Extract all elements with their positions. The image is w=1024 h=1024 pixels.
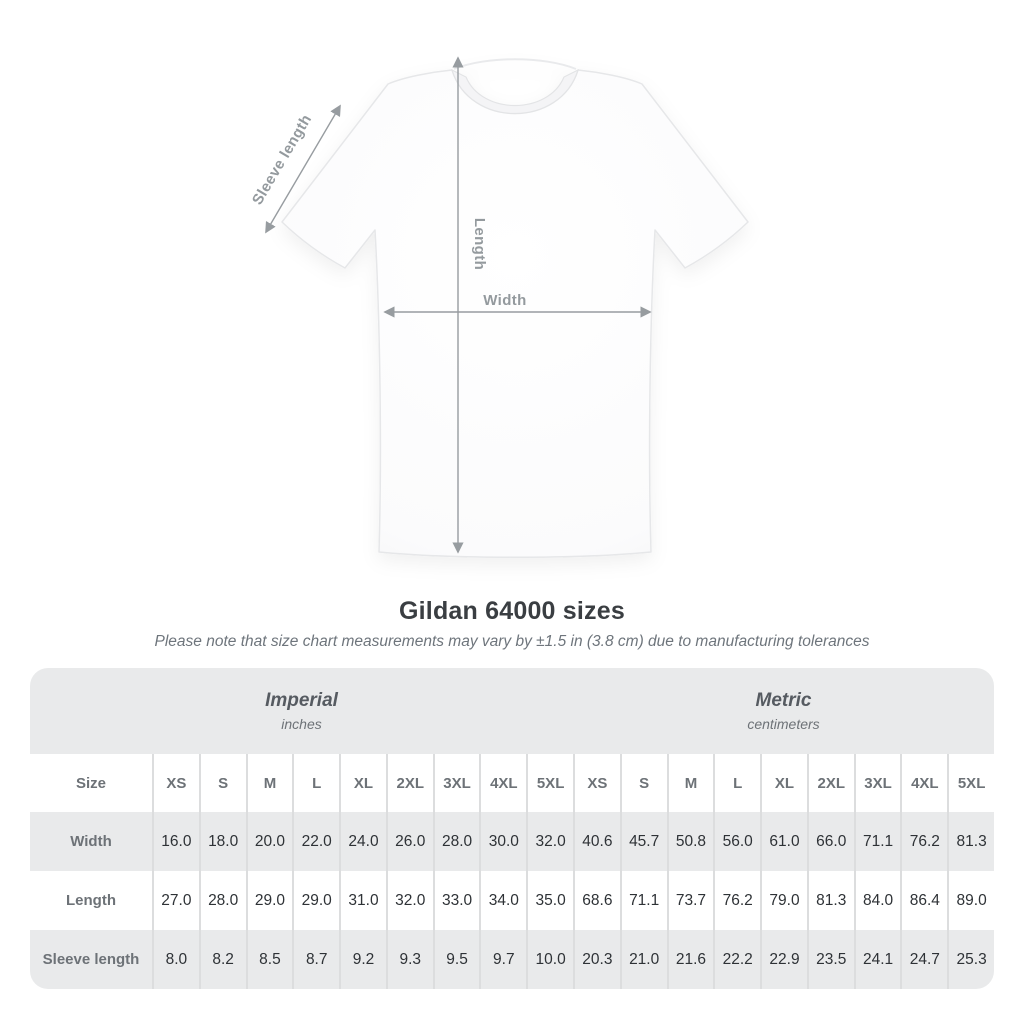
table-cell: 73.7 [666,871,714,930]
row-label-length: Length [66,892,116,909]
table-cell: 30.0 [479,812,526,871]
size-col-header-imperial-l: L [292,754,339,812]
table-cell: 9.7 [479,930,526,989]
metric-group-unit: centimeters [747,716,820,732]
table-cell: 22.9 [760,930,807,989]
table-cell: 22.2 [713,930,760,989]
table-cell: 20.0 [245,812,293,871]
table-cell: 66.0 [806,812,854,871]
table-cell: 68.6 [573,871,620,930]
table-cell: 31.0 [339,871,386,930]
table-cell: 9.3 [385,930,433,989]
tshirt-measurement-figure: Sleeve length Length Width [249,56,749,558]
table-cell: 8.0 [152,930,199,989]
table-cell: 28.0 [198,871,246,930]
table-row-sleeve-length: Sleeve length 8.0 8.2 8.5 8.7 9.2 9.3 9.… [30,930,994,989]
table-cell: 24.7 [900,930,947,989]
imperial-group-header: Imperial inches [30,668,573,754]
table-row-width: Width 16.0 18.0 20.0 22.0 24.0 26.0 28.0… [30,812,994,871]
table-cell: 34.0 [479,871,526,930]
size-col-header-metric-xl: XL [760,754,807,812]
table-cell: 81.3 [806,871,854,930]
size-column-header: Size [75,774,106,792]
table-cell: 10.0 [526,930,573,989]
table-cell: 71.1 [619,871,667,930]
size-col-header-metric-2xl: 2XL [806,754,854,812]
size-header-row: Size XS S M L XL 2XL 3XL 4XL 5XL XS S M … [30,754,994,812]
table-cell: 26.0 [385,812,433,871]
size-col-header-imperial-5xl: 5XL [526,754,573,812]
table-cell: 79.0 [760,871,807,930]
table-cell: 24.0 [339,812,386,871]
size-col-header-metric-4xl: 4XL [900,754,947,812]
size-col-header-metric-5xl: 5XL [947,754,994,812]
table-cell: 27.0 [152,871,199,930]
table-cell: 8.5 [245,930,293,989]
size-col-header-metric-3xl: 3XL [853,754,901,812]
table-cell: 35.0 [526,871,573,930]
table-cell: 76.2 [713,871,760,930]
table-cell: 86.4 [900,871,947,930]
row-label-sleeve-length: Sleeve length [42,951,140,968]
table-cell: 18.0 [198,812,246,871]
measurement-arrows [265,56,652,554]
size-col-header-imperial-xs: XS [152,754,199,812]
table-cell: 21.0 [619,930,667,989]
table-cell: 45.7 [619,812,667,871]
table-cell: 32.0 [385,871,433,930]
table-cell: 20.3 [573,930,620,989]
table-cell: 8.2 [198,930,246,989]
page-title: Gildan 64000 sizes [399,597,625,625]
size-col-header-imperial-s: S [198,754,246,812]
size-col-header-metric-m: M [666,754,714,812]
table-cell: 28.0 [432,812,480,871]
tshirt-diagram: Sleeve length Length Width [249,56,749,558]
table-cell: 32.0 [526,812,573,871]
table-cell: 24.1 [853,930,901,989]
sleeve-length-arrow [265,104,341,234]
length-label: Length [471,218,488,270]
table-cell: 9.5 [432,930,480,989]
table-cell: 8.7 [292,930,339,989]
size-col-header-imperial-xl: XL [339,754,386,812]
size-col-header-imperial-m: M [245,754,293,812]
size-col-header-imperial-4xl: 4XL [479,754,526,812]
row-label-width: Width [70,833,112,850]
table-cell: 9.2 [339,930,386,989]
size-col-header-metric-xs: XS [573,754,620,812]
table-cell: 89.0 [947,871,994,930]
table-cell: 29.0 [245,871,293,930]
size-col-header-imperial-2xl: 2XL [385,754,433,812]
table-cell: 84.0 [853,871,901,930]
size-chart-table: Imperial inches Metric centimeters Size … [30,668,994,989]
metric-group-header: Metric centimeters [573,668,994,754]
table-cell: 23.5 [806,930,854,989]
table-cell: 21.6 [666,930,714,989]
imperial-group-title: Imperial [265,690,338,711]
size-col-header-imperial-3xl: 3XL [432,754,480,812]
width-label: Width [483,292,527,309]
tolerance-note: Please note that size chart measurements… [154,633,870,650]
table-cell: 50.8 [666,812,714,871]
table-cell: 33.0 [432,871,480,930]
table-cell: 56.0 [713,812,760,871]
table-cell: 29.0 [292,871,339,930]
table-row-length: Length 27.0 28.0 29.0 29.0 31.0 32.0 33.… [30,871,994,930]
table-cell: 81.3 [947,812,994,871]
imperial-group-unit: inches [281,716,322,732]
unit-group-header-row: Imperial inches Metric centimeters [30,668,994,754]
size-col-header-metric-l: L [713,754,760,812]
table-cell: 25.3 [947,930,994,989]
table-cell: 61.0 [760,812,807,871]
size-col-header-metric-s: S [619,754,667,812]
table-cell: 22.0 [292,812,339,871]
table-cell: 16.0 [152,812,199,871]
table-cell: 40.6 [573,812,620,871]
metric-group-title: Metric [755,690,812,711]
table-cell: 71.1 [853,812,901,871]
table-cell: 76.2 [900,812,947,871]
